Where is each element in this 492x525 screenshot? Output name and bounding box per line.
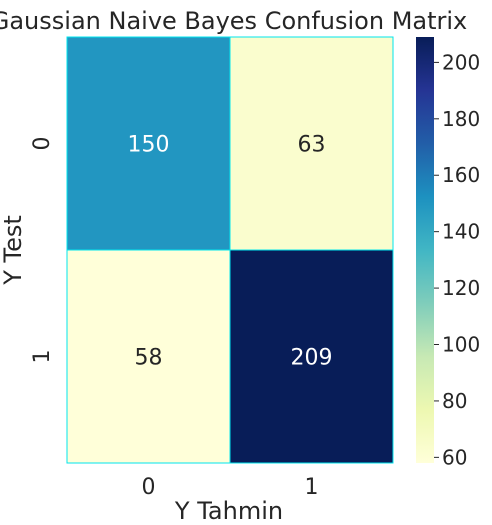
- x-axis-label: Y Tahmin: [174, 497, 283, 525]
- heatmap-cell: [66, 249, 231, 464]
- heatmap-annotations: 150 63 58 209: [128, 133, 333, 371]
- y-axis-label: Y Test: [0, 215, 27, 286]
- heatmap-cells: [66, 36, 394, 464]
- heatmap-cell: [229, 249, 394, 464]
- colorbar-tick-label: 60: [442, 445, 467, 469]
- colorbar-tick-label: 200: [442, 50, 480, 74]
- colorbar-tick-label: 160: [442, 163, 480, 187]
- colorbar-tick-label: 100: [442, 333, 480, 357]
- heatmap-cell: [66, 36, 231, 251]
- heatmap-cell: [229, 36, 394, 251]
- colorbar-tick-label: 140: [442, 220, 480, 244]
- x-tick-label: 0: [142, 475, 156, 500]
- cell-annotation: 63: [298, 133, 326, 158]
- x-tick-label: 1: [305, 475, 319, 500]
- cell-annotation: 209: [291, 346, 333, 371]
- y-axis-ticks: 01: [30, 137, 55, 364]
- colorbar-tick-label: 120: [442, 276, 480, 300]
- y-tick-label: 0: [30, 137, 55, 151]
- colorbar-tick-label: 80: [442, 389, 467, 413]
- colorbar-ticks: 60 80 100 120 140 160 180 200: [434, 50, 480, 469]
- colorbar: [416, 37, 434, 463]
- cell-annotation: 150: [128, 133, 170, 158]
- cell-annotation: 58: [135, 346, 163, 371]
- chart-title: Gaussian Naive Bayes Confusion Matrix: [0, 7, 467, 35]
- y-tick-label: 1: [30, 350, 55, 364]
- colorbar-tick-label: 180: [442, 107, 480, 131]
